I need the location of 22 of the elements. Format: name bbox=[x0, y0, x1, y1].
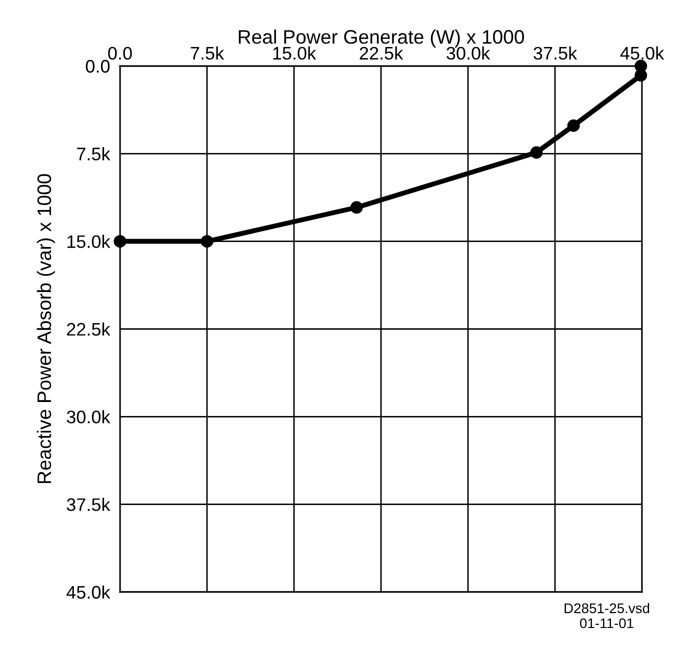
point bbox=[530, 146, 543, 159]
point bbox=[350, 201, 363, 214]
x-tick-label: 22.5k bbox=[360, 46, 404, 60]
point bbox=[114, 235, 126, 248]
text: D2851-25.vsd 01-11-01 bbox=[564, 603, 650, 628]
point bbox=[634, 60, 648, 72]
x-tick-label: 7.5k bbox=[190, 46, 224, 60]
y-tick-label: 7.5k bbox=[77, 147, 110, 160]
x-tick-label: 37.5k bbox=[534, 46, 578, 60]
y-tick-label: 22.5k bbox=[67, 322, 110, 336]
y-tick-label: 0.0 bbox=[86, 60, 110, 73]
x-tick-label: 0.0 bbox=[108, 46, 132, 60]
y-axis-title: Reactive Power Absorb (var) x 1000 bbox=[36, 174, 55, 484]
y-tick-label: 45.0k bbox=[66, 585, 110, 599]
y-tick-label: 37.5k bbox=[66, 498, 110, 512]
x-tick-label: 30.0k bbox=[446, 46, 490, 60]
x-tick-label: 45.0k bbox=[620, 46, 664, 60]
x-tick-label: 15.0k bbox=[273, 46, 316, 60]
y-tick-label: 15.0k bbox=[67, 234, 110, 248]
point bbox=[567, 119, 580, 132]
point bbox=[200, 235, 214, 248]
y-tick-label: 30.0k bbox=[66, 410, 110, 424]
